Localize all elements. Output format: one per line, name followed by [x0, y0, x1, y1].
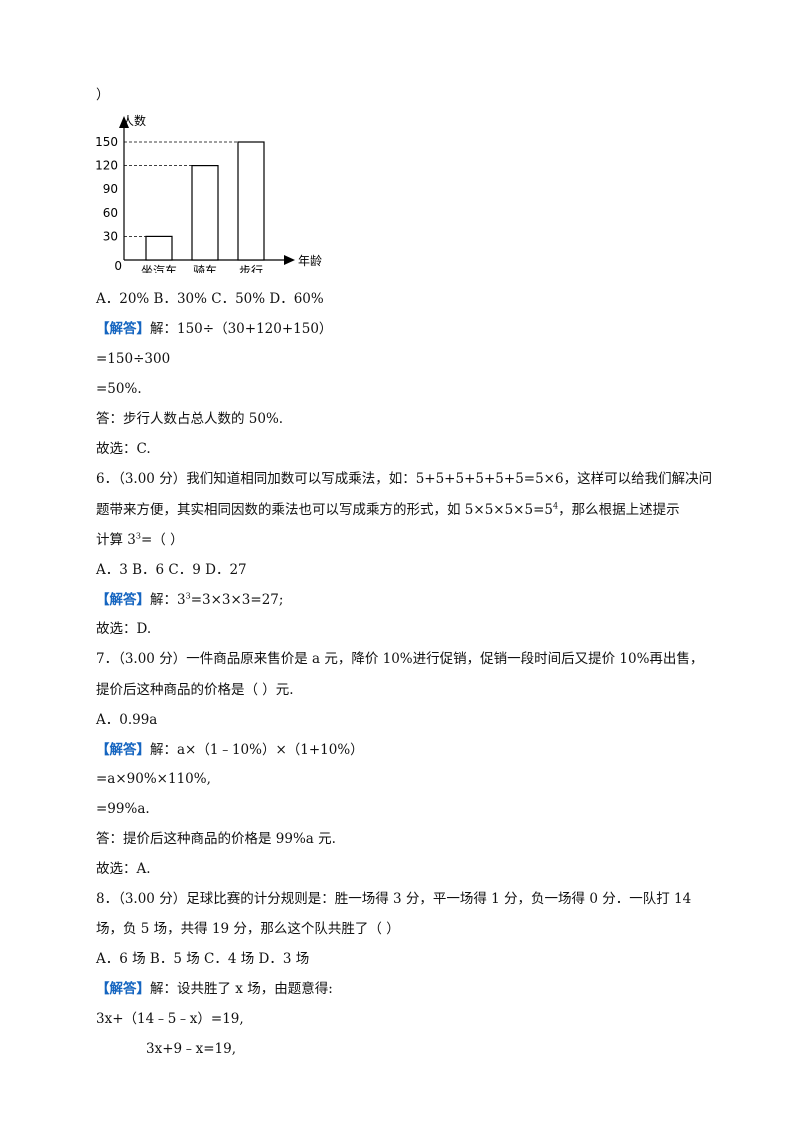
y-tick-label: 150 — [95, 135, 118, 149]
q8-equation-2: 3x+9﹣x=19, — [146, 1041, 236, 1057]
solution-label: 【解答】 — [96, 321, 150, 337]
q5-choice: 故选：C. — [96, 441, 151, 457]
q5-step-2: =150÷300 — [96, 351, 171, 367]
q7-solution: 【解答】解：a×（1﹣10%）×（1+10%） — [96, 741, 364, 759]
q8-options: A．6 场 B．5 场 C．4 场 D．3 场 — [96, 951, 310, 967]
q5-solution: 【解答】解：150÷（30+120+150） — [96, 320, 332, 338]
solution-label: 【解答】 — [96, 981, 150, 997]
q8-solution: 【解答】解：设共胜了 x 场，由题意得: — [96, 980, 333, 998]
bar — [237, 141, 265, 261]
q6-line-1: 6．（3.00 分）我们知道相同加数可以写成乘法，如：5+5+5+5+5+5=5… — [96, 471, 713, 487]
q6-choice: 故选：D. — [96, 621, 152, 637]
q7-line-2: 提价后这种商品的价格是（ ）元. — [96, 682, 294, 698]
q6-sol-b: =3×3×3=27; — [190, 592, 284, 608]
q6-l3-a: 计算 3 — [96, 532, 136, 548]
q5-answer: 答：步行人数占总人数的 50%. — [96, 411, 284, 427]
q7-line-1: 7．（3.00 分）一件商品原来售价是 a 元，降价 10%进行促销，促销一段时… — [96, 651, 704, 667]
q7-option: A．0.99a — [96, 712, 158, 728]
y-tick-label: 60 — [103, 206, 118, 220]
y-tick-label: 90 — [103, 182, 118, 196]
q8-line-1: 8．（3.00 分）足球比赛的计分规则是：胜一场得 3 分，平一场得 1 分，负… — [96, 891, 692, 907]
q7-answer: 答：提价后这种商品的价格是 99%a 元. — [96, 831, 336, 847]
q8-equation-1: 3x+（14﹣5﹣x）=19, — [96, 1011, 244, 1027]
x-axis-arrow — [284, 255, 295, 265]
q6-line-3: 计算 33=（ ） — [96, 531, 184, 549]
q6-l3-b: =（ ） — [140, 532, 184, 548]
y-axis-arrow — [119, 116, 129, 128]
q8-line-2: 场，负 5 场，共得 19 分，那么这个队共胜了（ ） — [96, 921, 400, 937]
bar — [191, 164, 219, 261]
q6-line-2: 题带来方便，其实相同因数的乘法也可以写成乘方的形式，如 5×5×5×5=54，那… — [96, 501, 680, 519]
q6-l3-sup: 3 — [135, 531, 141, 541]
q6-l2-sup: 4 — [552, 501, 559, 511]
y-tick-label: 30 — [103, 229, 118, 243]
q6-solution: 【解答】解：33=3×3×3=27; — [96, 591, 283, 609]
q5-options: A．20% B．30% C．50% D．60% — [96, 291, 324, 307]
q6-sol-a: 解：3 — [150, 592, 186, 608]
x-axis-label: 年龄 — [298, 254, 322, 268]
q6-options: A．3 B．6 C．9 D．27 — [96, 562, 247, 578]
x-tick-label: 骑车 — [193, 263, 217, 273]
q6-sol-sup: 3 — [185, 591, 191, 601]
paren-line: ） — [96, 87, 110, 103]
x-tick-label: 步行 — [239, 264, 263, 273]
solution-text: 解：a×（1﹣10%）×（1+10%） — [150, 742, 364, 758]
q5-step-3: =50%. — [96, 381, 142, 397]
q7-choice: 故选：A. — [96, 861, 151, 877]
solution-text: 解：设共胜了 x 场，由题意得: — [150, 981, 333, 997]
q7-step-3: =99%a. — [96, 801, 150, 817]
q6-l2-b: ，那么根据上述提示 — [558, 502, 680, 518]
y-axis-label: 人数 — [122, 113, 146, 128]
q6-l2-a: 题带来方便，其实相同因数的乘法也可以写成乘方的形式，如 5×5×5×5=5 — [96, 502, 553, 518]
y-tick-label: 0 — [114, 259, 122, 273]
x-tick-label: 坐汽车 — [141, 263, 177, 273]
bar — [145, 235, 173, 261]
y-tick-label: 120 — [95, 159, 118, 173]
solution-label: 【解答】 — [96, 592, 150, 608]
solution-label: 【解答】 — [96, 742, 150, 758]
q7-step-2: =a×90%×110%, — [96, 771, 211, 787]
solution-text: 解：150÷（30+120+150） — [150, 321, 333, 337]
